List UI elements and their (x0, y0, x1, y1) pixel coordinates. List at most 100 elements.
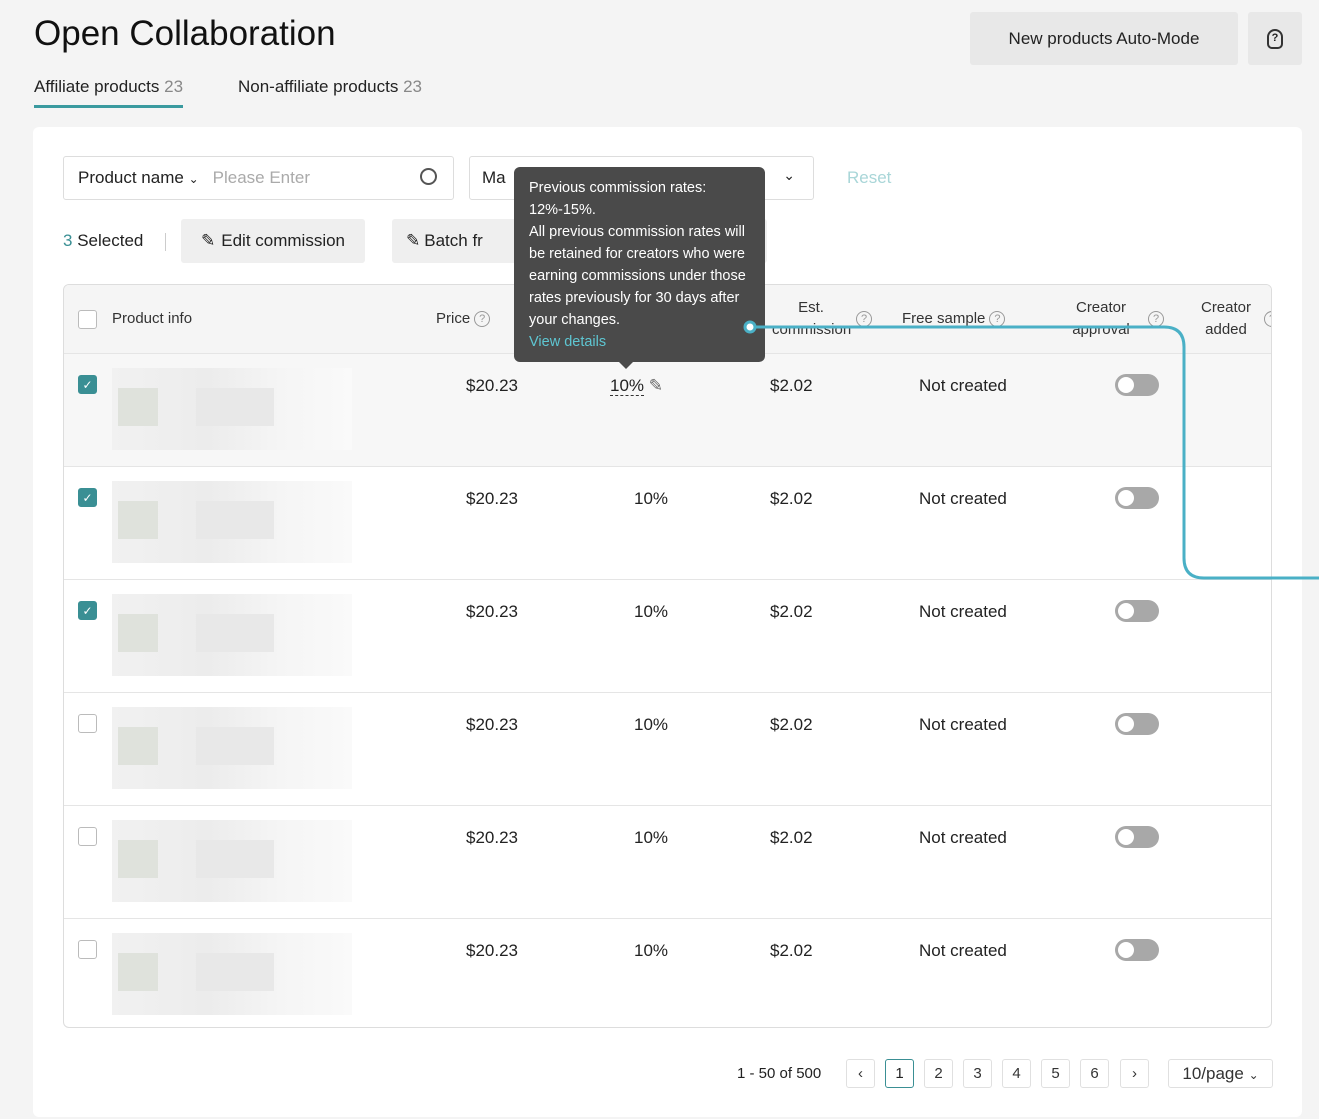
creator-approval-toggle[interactable] (1115, 600, 1159, 622)
tab-affiliate-products[interactable]: Affiliate products 23 (34, 77, 184, 108)
tab-non-affiliate-products[interactable]: Non-affiliate products 23 (238, 77, 422, 105)
annotation-dot (743, 320, 757, 334)
commission-tooltip: Previous commission rates: 12%-15%. All … (514, 167, 765, 369)
row-checkbox[interactable]: ✓ (78, 488, 97, 507)
product-search[interactable]: Product name ⌄ Please Enter (63, 156, 454, 200)
product-image (112, 707, 352, 789)
product-image (112, 594, 352, 676)
search-type-select[interactable]: Product name ⌄ (78, 168, 199, 188)
table-row: $20.23 10% $2.02 Not created (64, 693, 1271, 806)
page-size-select[interactable]: 10/page ⌄ (1168, 1059, 1273, 1088)
auto-mode-button[interactable]: New products Auto-Mode (970, 12, 1238, 65)
price: $20.23 (466, 715, 518, 734)
page-button[interactable]: 5 (1041, 1059, 1070, 1088)
divider (165, 233, 166, 251)
pagination-range: 1 - 50 of 500 (737, 1065, 822, 1082)
search-type-label: Product name (78, 168, 184, 187)
commission: 10% (634, 828, 668, 848)
product-image (112, 481, 352, 563)
page-button[interactable]: 6 (1080, 1059, 1109, 1088)
selected-number: 3 (63, 231, 73, 250)
row-checkbox[interactable] (78, 940, 97, 959)
table-row: $20.23 10% $2.02 Not created (64, 806, 1271, 919)
search-input[interactable]: Please Enter (212, 168, 310, 187)
free-sample-status: Not created (919, 376, 1007, 395)
creator-approval-toggle[interactable] (1115, 487, 1159, 509)
chevron-down-icon: ⌄ (188, 172, 199, 186)
price: $20.23 (466, 602, 518, 621)
commission: 10% (634, 489, 668, 509)
selected-label: Selected (77, 231, 144, 250)
est-commission: $2.02 (770, 828, 813, 847)
row-checkbox[interactable] (78, 714, 97, 733)
tab-label: Non-affiliate products (238, 77, 399, 96)
tab-count: 23 (403, 77, 422, 96)
page-button[interactable]: 2 (924, 1059, 953, 1088)
commission-value: 10% (634, 489, 669, 508)
edit-commission-button[interactable]: ✎ Edit commission (181, 219, 366, 263)
row-checkbox[interactable]: ✓ (78, 375, 97, 394)
commission: 10% (634, 602, 668, 622)
col-price: Price? (436, 308, 491, 330)
price: $20.23 (466, 941, 518, 960)
view-details-link[interactable]: View details (529, 334, 607, 350)
creator-approval-toggle[interactable] (1115, 826, 1159, 848)
row-checkbox[interactable] (78, 827, 97, 846)
product-image (112, 368, 352, 450)
product-image (112, 933, 352, 1015)
commission-value: 10% (634, 941, 669, 960)
page-button[interactable]: 3 (963, 1059, 992, 1088)
price: $20.23 (466, 376, 518, 395)
free-sample-status: Not created (919, 828, 1007, 847)
chevron-down-icon: ⌄ (783, 167, 795, 183)
col-creator-approval: Creator approval (1072, 299, 1130, 338)
reset-button[interactable]: Reset (847, 168, 892, 187)
tooltip-body: All previous commission rates will be re… (529, 224, 746, 328)
search-icon (420, 168, 437, 185)
col-label: Est. commission (772, 299, 852, 338)
help-button[interactable]: ? (1248, 12, 1302, 65)
products-table: Product info Price? Est. commission ? Fr… (63, 284, 1272, 1028)
creator-approval-toggle[interactable] (1115, 713, 1159, 735)
row-checkbox[interactable]: ✓ (78, 601, 97, 620)
free-sample-status: Not created (919, 941, 1007, 960)
free-sample-status: Not created (919, 489, 1007, 508)
free-sample-status: Not created (919, 715, 1007, 734)
est-commission: $2.02 (770, 376, 813, 395)
edit-icon[interactable]: ✎ (648, 376, 664, 395)
col-label: Free sample (902, 310, 986, 327)
tab-label: Affiliate products (34, 77, 160, 96)
page-title: Open Collaboration (34, 14, 336, 53)
selected-count: 3 Selected (63, 231, 143, 251)
free-sample-status: Not created (919, 602, 1007, 621)
prev-page-button[interactable]: ‹ (846, 1059, 875, 1088)
tooltip-line: Previous commission rates: (529, 180, 707, 196)
col-product-info: Product info (112, 310, 193, 327)
tab-count: 23 (164, 77, 184, 96)
page-button[interactable]: 1 (885, 1059, 914, 1088)
commission[interactable]: 10% ✎ (610, 376, 663, 396)
col-label: Price (436, 310, 471, 327)
est-commission: $2.02 (770, 602, 813, 621)
creator-approval-toggle[interactable] (1115, 374, 1159, 396)
lightbulb-question-icon: ? (1267, 28, 1283, 49)
creator-approval-toggle[interactable] (1115, 939, 1159, 961)
table-row: ✓ $20.23 10% ✎ $2.02 Not created (64, 354, 1271, 467)
help-icon[interactable]: ? (474, 311, 491, 328)
select-all-checkbox[interactable] (78, 310, 97, 329)
commission-value: 10% (634, 715, 669, 734)
commission: 10% (634, 941, 668, 961)
col-est-commission: Est. commission (772, 297, 852, 341)
page-button[interactable]: 4 (1002, 1059, 1031, 1088)
est-commission: $2.02 (770, 489, 813, 508)
tooltip-line: 12%-15%. (529, 202, 596, 218)
edit-icon: ✎ (406, 231, 421, 250)
chevron-down-icon: ⌄ (1248, 1068, 1259, 1082)
button-label: Batch fr (424, 231, 483, 250)
product-image (112, 820, 352, 902)
commission-value: 10% (634, 828, 669, 847)
table-row: ✓ $20.23 10% $2.02 Not created (64, 580, 1271, 693)
est-commission: $2.02 (770, 715, 813, 734)
next-page-button[interactable]: › (1120, 1059, 1149, 1088)
